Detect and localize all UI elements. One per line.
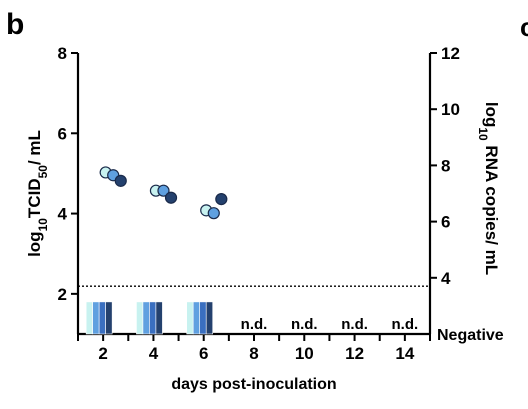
x-tick-label: 4 (149, 344, 159, 363)
plot-area: 2 4 6 8 4 6 8 10 12 Negative 2 4 6 8 10 12 14 days post-i… (25, 44, 504, 393)
x-tick-label: 12 (345, 344, 364, 363)
y2-negative-label: Negative (437, 327, 504, 344)
bar (142, 301, 150, 335)
y2-tick-label: 10 (441, 100, 460, 119)
edge-glyph: c (520, 12, 528, 42)
panel-label: b (6, 8, 24, 41)
x-axis-label: days post-inoculation (171, 376, 336, 393)
bar (105, 301, 113, 335)
bar (98, 301, 106, 335)
y-tick-label: 2 (58, 285, 67, 304)
y-tick-label: 8 (58, 44, 67, 63)
bar (92, 301, 100, 335)
data-point (114, 174, 127, 187)
bar (136, 301, 144, 335)
not-detected-label: n.d. (341, 316, 368, 333)
bar (85, 301, 93, 335)
bar (186, 301, 194, 335)
y2-tick-label: 12 (441, 44, 460, 63)
x-tick-label: 2 (98, 344, 107, 363)
x-tick-label: 6 (199, 344, 208, 363)
y2-tick-label: 8 (441, 156, 450, 175)
x-tick-label: 14 (395, 344, 414, 363)
y-tick-label: 4 (58, 205, 68, 224)
y-axis-label: log10TCID50/ mL (25, 130, 50, 257)
bar (192, 301, 201, 335)
y2-tick-label: 6 (441, 213, 450, 232)
bar (205, 301, 214, 335)
y-tick-label: 6 (58, 124, 67, 143)
not-detected-label: n.d. (392, 316, 419, 333)
bar (149, 301, 157, 335)
data-point (207, 207, 220, 220)
not-detected-label: n.d. (241, 316, 268, 333)
data-point (157, 184, 170, 197)
y2-axis-label: log10 RNA copies/ mL (476, 102, 501, 275)
data-point (215, 193, 228, 206)
x-tick-label: 10 (295, 344, 314, 363)
y2-tick-label: 4 (441, 269, 451, 288)
bar (155, 301, 163, 335)
not-detected-label: n.d. (291, 316, 318, 333)
data-point (164, 191, 178, 204)
x-tick-label: 8 (249, 344, 258, 363)
bar (199, 301, 207, 335)
